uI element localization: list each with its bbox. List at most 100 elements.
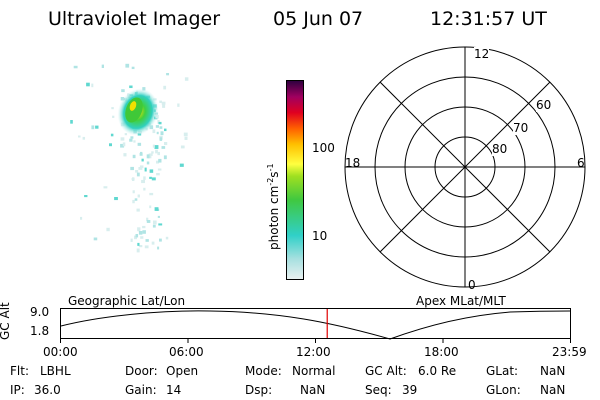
speckle-dot [146, 220, 151, 223]
speckle-dot [166, 73, 170, 76]
speckle-dot [147, 154, 152, 159]
mlt-label-18: 18 [345, 156, 361, 170]
speckle-dot [110, 133, 114, 137]
speckle-dot [158, 223, 163, 226]
speckle-dot [152, 129, 156, 134]
speckle-dot [160, 131, 164, 136]
speckle-dot [70, 120, 73, 124]
speckle-dot [149, 192, 154, 196]
speckle-dot [143, 187, 146, 191]
speckle-dot [132, 177, 135, 181]
speckle-dot [152, 144, 155, 148]
speckle-dot [132, 190, 135, 194]
speckle-dot [130, 166, 134, 171]
flt-label: Flt: [10, 364, 29, 378]
speckle-dot [106, 227, 110, 232]
speckle-dot [159, 100, 163, 103]
glat-value: NaN [540, 364, 566, 378]
timeline-x-tick-0: 00:00 [43, 345, 78, 359]
speckle-dot [156, 160, 159, 164]
timeline-y-label: GC Alt [0, 302, 12, 340]
speckle-dot [124, 133, 128, 136]
speckle-dot [146, 154, 150, 159]
speckle-dot [109, 143, 112, 147]
speckle-dot [139, 165, 144, 169]
speckle-dot [80, 216, 83, 220]
ip-label: IP: [10, 383, 25, 397]
speckle-dot [135, 234, 139, 238]
speckle-dot [137, 242, 140, 246]
speckle-dot [153, 220, 157, 225]
speckle-dot [159, 238, 162, 242]
speckle-dot [163, 155, 167, 160]
speckle-dot [91, 125, 95, 130]
speckle-dot [151, 241, 155, 245]
door-label: Door: [125, 364, 158, 378]
speckle-dot [137, 142, 142, 146]
speckle-dot [145, 239, 149, 242]
speckle-dot [152, 224, 156, 228]
speckle-dot [103, 186, 108, 189]
speckle-dot [154, 145, 159, 149]
speckle-dot [139, 152, 143, 156]
glon-value: NaN [540, 383, 566, 397]
colorbar-unit-label: photon cm-2s-1 [266, 163, 281, 250]
dsp-value: NaN [300, 383, 326, 397]
speckle-dot [157, 246, 160, 250]
speckle-dot [157, 151, 161, 156]
seq-label: Seq: [365, 383, 392, 397]
lat-label-70: 70 [513, 121, 529, 135]
gain-value: 14 [166, 383, 182, 397]
seq-value: 39 [402, 383, 418, 397]
speckle-dot [157, 168, 162, 171]
speckle-dot [136, 172, 140, 177]
time-label: 12:31:57 UT [430, 8, 547, 30]
speckle-dot [133, 140, 136, 143]
speckle-dot [149, 169, 154, 173]
speckle-dot [120, 143, 125, 148]
speckle-dot [101, 64, 105, 69]
speckle-dot [130, 136, 134, 139]
mode-value: Normal [292, 364, 336, 378]
speckle-dot [91, 83, 94, 88]
lat-label-60: 60 [536, 98, 552, 112]
gcalt-value: 6.0 Re [418, 364, 457, 378]
speckle-dot [112, 115, 115, 118]
speckle-dot [159, 137, 163, 141]
speckle-dot [120, 137, 125, 141]
timeline-left-title: Geographic Lat/Lon [68, 294, 186, 308]
speckle-dot [149, 176, 152, 179]
color-scale-bar [286, 80, 304, 280]
glon-label: GLon: [486, 383, 521, 397]
speckle-dot [129, 85, 133, 89]
speckle-dot [184, 136, 188, 140]
speckle-dot [163, 85, 167, 90]
date-label: 05 Jun 07 [273, 8, 364, 30]
instrument-title: Ultraviolet Imager [48, 8, 221, 30]
speckle-dot [125, 63, 130, 68]
speckle-dot [137, 227, 141, 231]
speckle-dot [111, 107, 114, 110]
speckle-dot [180, 145, 185, 149]
timeline-x-tick-4: 23:59 [552, 345, 587, 359]
speckle-dot [131, 66, 135, 70]
speckle-dot [177, 103, 180, 107]
speckle-dot [134, 198, 138, 201]
speckle-dot [121, 89, 125, 93]
speckle-dot [136, 248, 140, 253]
gcalt-label: GC Alt: [365, 364, 407, 378]
speckle-dot [164, 128, 167, 132]
timeline-y-max: 9.0 [30, 305, 50, 319]
speckle-dot [151, 151, 154, 154]
speckle-dot [161, 101, 166, 105]
speckle-dot [142, 225, 146, 229]
speckle-dot [73, 65, 78, 69]
speckle-dot [137, 194, 140, 198]
polar-mlt-plot [344, 46, 586, 288]
speckle-dot [156, 173, 160, 176]
speckle-dot [148, 153, 153, 156]
speckle-dot [140, 236, 144, 239]
flt-value: LBHL [40, 364, 71, 378]
speckle-dot [132, 199, 135, 204]
speckle-dot [86, 82, 90, 87]
